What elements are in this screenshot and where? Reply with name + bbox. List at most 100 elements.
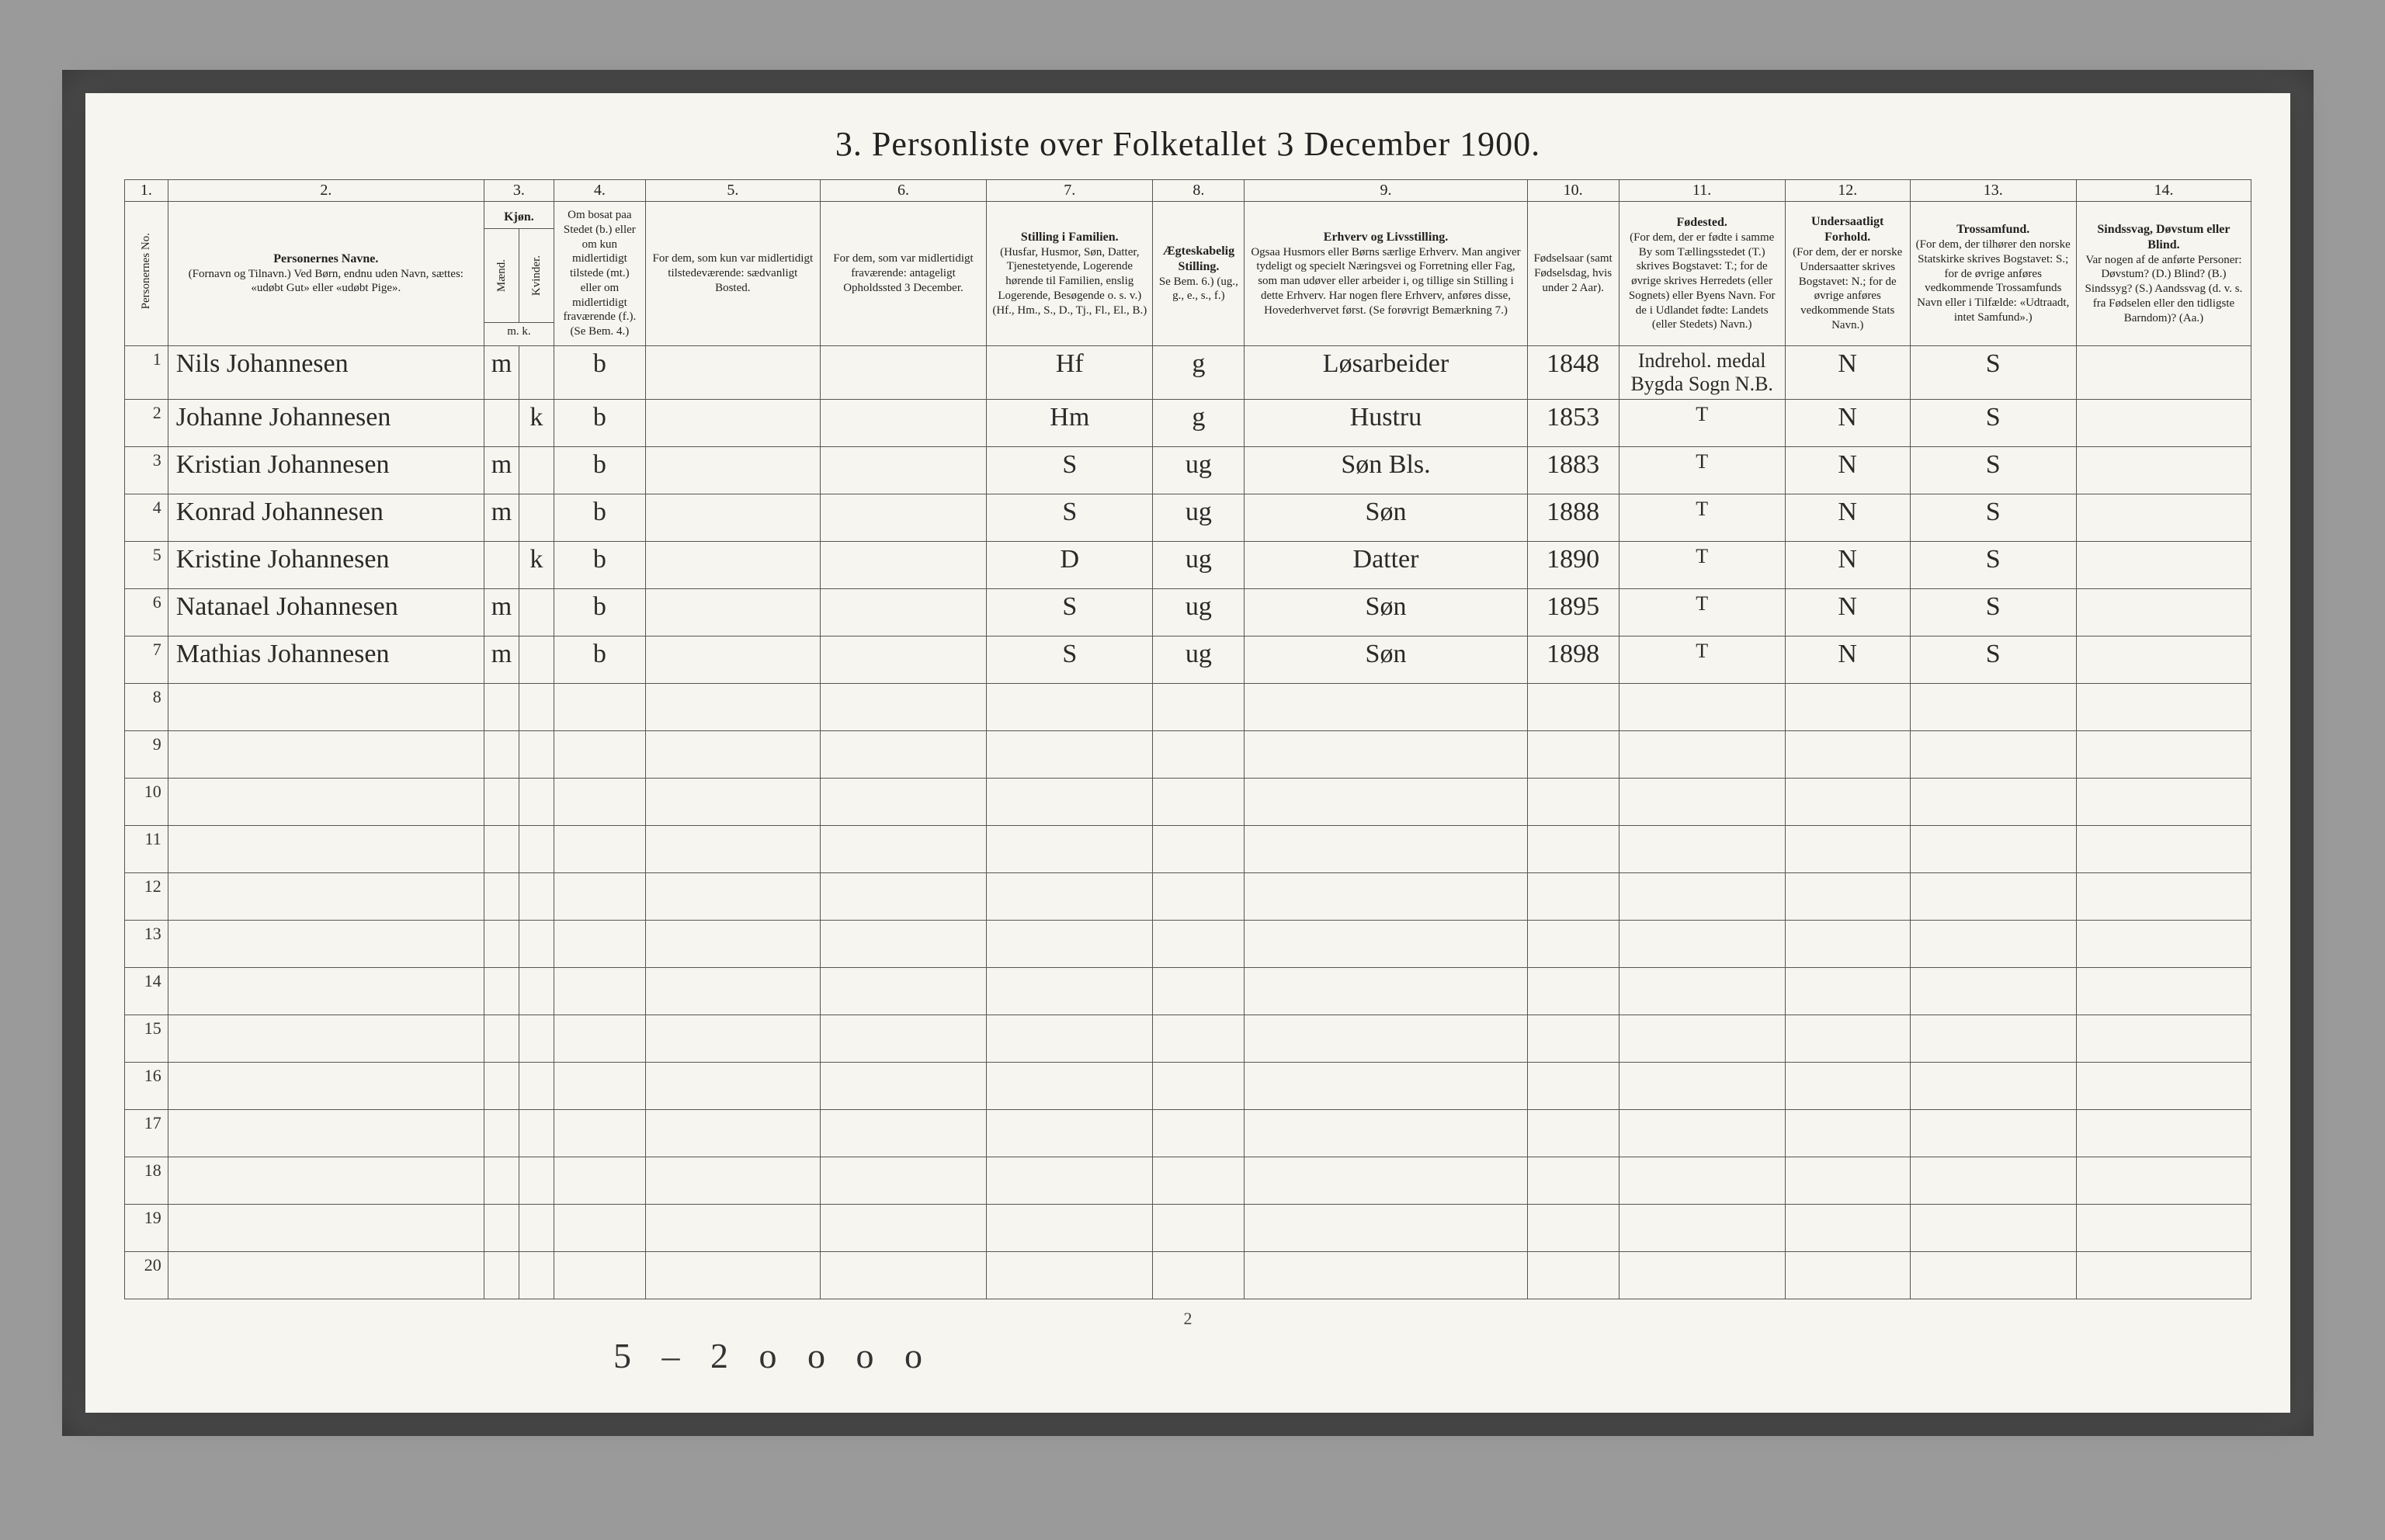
cell-blank	[1527, 920, 1619, 967]
cell-blank	[1527, 683, 1619, 730]
cell-occ: Søn	[1245, 494, 1527, 541]
cell-blank	[820, 1015, 986, 1062]
header-row: Personernes No. Personernes Navne. (Forn…	[125, 202, 2251, 346]
cell-blank	[820, 1109, 986, 1157]
cell-c14	[2076, 446, 2251, 494]
cell-blank	[1910, 1062, 2076, 1109]
cell-c14	[2076, 541, 2251, 588]
cell-birth: 1888	[1527, 494, 1619, 541]
page-title: 3. Personliste over Folketallet 3 Decemb…	[85, 124, 2290, 164]
cell-blank	[1619, 920, 1785, 967]
table-row-blank: 16	[125, 1062, 2251, 1109]
cell-nat: N	[1785, 636, 1910, 683]
cell-blank	[1527, 730, 1619, 778]
cell-blank	[484, 730, 519, 778]
cell-res: b	[554, 636, 645, 683]
cell-blank: 14	[125, 967, 168, 1015]
cell-blank	[1527, 872, 1619, 920]
cell-blank	[645, 730, 820, 778]
cell-c6	[820, 494, 986, 541]
cell-blank	[168, 1251, 484, 1299]
cell-blank	[519, 1109, 554, 1157]
cell-blank	[820, 730, 986, 778]
cell-c14	[2076, 345, 2251, 399]
cell-civ: ug	[1153, 588, 1245, 636]
cell-res: b	[554, 399, 645, 446]
cell-blank	[519, 1251, 554, 1299]
cell-blank	[645, 1204, 820, 1251]
cell-rel: S	[1910, 636, 2076, 683]
cell-blank	[484, 778, 519, 825]
cell-blank	[168, 683, 484, 730]
colnum-8: 8.	[1153, 180, 1245, 202]
cell-blank	[1619, 825, 1785, 872]
cell-blank	[168, 1062, 484, 1109]
cell-blank	[519, 920, 554, 967]
cell-blank: 10	[125, 778, 168, 825]
cell-blank	[1785, 778, 1910, 825]
table-row-blank: 9	[125, 730, 2251, 778]
cell-blank	[1910, 872, 2076, 920]
cell-blank	[168, 730, 484, 778]
cell-c14	[2076, 588, 2251, 636]
cell-blank: 15	[125, 1015, 168, 1062]
cell-blank	[168, 1157, 484, 1204]
cell-blank	[2076, 1157, 2251, 1204]
cell-blank	[168, 967, 484, 1015]
cell-blank	[645, 683, 820, 730]
cell-blank	[1527, 1109, 1619, 1157]
cell-civ: ug	[1153, 636, 1245, 683]
cell-blank	[1527, 1157, 1619, 1204]
cell-sex_k	[519, 636, 554, 683]
colnum-13: 13.	[1910, 180, 2076, 202]
cell-blank	[987, 1204, 1153, 1251]
cell-rel: S	[1910, 541, 2076, 588]
cell-blank	[820, 872, 986, 920]
cell-blank	[1245, 920, 1527, 967]
cell-c14	[2076, 399, 2251, 446]
cell-blank	[2076, 730, 2251, 778]
hdr-temp-absent: For dem, som var midlertidigt fraværende…	[820, 202, 986, 346]
cell-sex_k: k	[519, 541, 554, 588]
cell-nat: N	[1785, 399, 1910, 446]
cell-c5	[645, 636, 820, 683]
colnum-7: 7.	[987, 180, 1153, 202]
table-row-blank: 11	[125, 825, 2251, 872]
cell-blank	[645, 920, 820, 967]
cell-blank	[1527, 825, 1619, 872]
cell-blank	[1619, 1157, 1785, 1204]
cell-blank	[168, 778, 484, 825]
cell-sex_m: m	[484, 494, 519, 541]
cell-blank	[554, 1109, 645, 1157]
cell-birth: 1853	[1527, 399, 1619, 446]
cell-occ: Søn	[1245, 636, 1527, 683]
cell-blank	[484, 1015, 519, 1062]
cell-blank	[820, 1062, 986, 1109]
cell-blank	[484, 872, 519, 920]
cell-blank	[554, 825, 645, 872]
cell-fam: S	[987, 588, 1153, 636]
hdr-family-pos: Stilling i Familien. (Husfar, Husmor, Sø…	[987, 202, 1153, 346]
hdr-names: Personernes Navne. (Fornavn og Tilnavn.)…	[168, 202, 484, 346]
cell-blank	[1785, 730, 1910, 778]
cell-res: b	[554, 541, 645, 588]
cell-c5	[645, 588, 820, 636]
table-row: 3Kristian JohannesenmbSugSøn Bls.1883TNS	[125, 446, 2251, 494]
colnum-5: 5.	[645, 180, 820, 202]
colnum-6: 6.	[820, 180, 986, 202]
cell-born: T	[1619, 399, 1785, 446]
cell-blank	[484, 1204, 519, 1251]
cell-blank	[554, 778, 645, 825]
cell-blank	[484, 683, 519, 730]
cell-c5	[645, 541, 820, 588]
cell-blank	[484, 1109, 519, 1157]
cell-civ: g	[1153, 345, 1245, 399]
hdr-residence: Om bosat paa Stedet (b.) eller om kun mi…	[554, 202, 645, 346]
cell-blank: 20	[125, 1251, 168, 1299]
cell-born: Indrehol. medal Bygda Sogn N.B.	[1619, 345, 1785, 399]
cell-blank	[1910, 967, 2076, 1015]
cell-blank	[554, 872, 645, 920]
hdr-religion: Trossamfund. (For dem, der tilhører den …	[1910, 202, 2076, 346]
cell-name: Mathias Johannesen	[168, 636, 484, 683]
cell-sex_k	[519, 446, 554, 494]
